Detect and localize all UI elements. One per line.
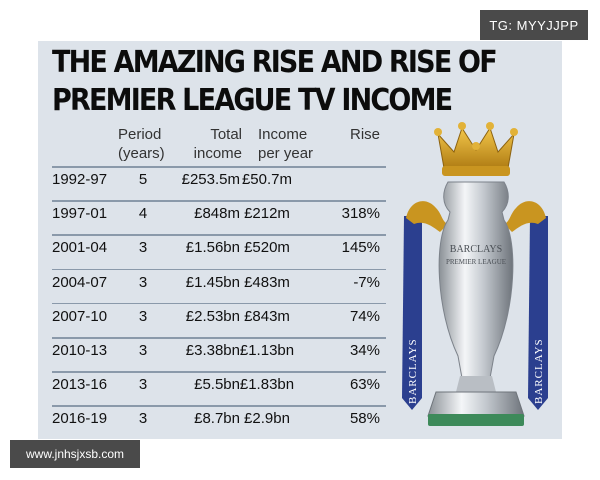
total-income-cell: £8.7bn bbox=[194, 410, 240, 428]
column-header-income-per-year: Income per year bbox=[258, 125, 313, 163]
years-cell: 4 bbox=[138, 205, 148, 223]
trophy-engraving-1: BARCLAYS bbox=[450, 244, 502, 255]
period-cell: 1992-97 bbox=[52, 171, 108, 188]
row-divider bbox=[52, 234, 386, 236]
years-cell: 5 bbox=[138, 171, 148, 188]
total-income-cell: £5.5bn bbox=[194, 376, 240, 394]
total-income-cell: £253.5m bbox=[181, 171, 240, 188]
years-cell: 3 bbox=[138, 273, 148, 291]
income-per-year-cell: £2.9bn bbox=[244, 410, 290, 428]
table-row: 1997-01 4 £848m £212m 318% bbox=[52, 200, 386, 230]
row-divider bbox=[52, 166, 386, 168]
premier-league-trophy-icon: BARCLAYS PREMIER LEAGUE BARCLAYS BARCLAY… bbox=[402, 122, 548, 426]
column-header-peryear-line-1: Income bbox=[258, 126, 308, 143]
period-cell: 2010-13 bbox=[52, 342, 108, 359]
table-row: 2001-04 3 £1.56bn £520m 145% bbox=[52, 234, 386, 264]
trophy-engraving-2: PREMIER LEAGUE bbox=[446, 258, 506, 266]
income-per-year-cell: £212m bbox=[244, 205, 290, 223]
column-header-peryear-line-2: per year bbox=[258, 145, 314, 162]
rise-cell: 34% bbox=[349, 342, 380, 359]
table-row: 2013-16 3 £5.5bn £1.83bn 63% bbox=[52, 371, 386, 401]
years-cell: 3 bbox=[138, 376, 148, 394]
column-header-period-line-1: Period bbox=[118, 126, 162, 143]
total-income-cell: £1.45bn bbox=[185, 273, 240, 291]
column-header-rise: Rise bbox=[350, 126, 381, 143]
rise-cell: 63% bbox=[349, 376, 380, 394]
income-per-year-cell: £1.83bn bbox=[239, 376, 295, 394]
table-row: 2007-10 3 £2.53bn £843m 74% bbox=[52, 302, 386, 333]
years-cell: 3 bbox=[138, 410, 148, 428]
rise-cell: 58% bbox=[349, 410, 380, 428]
column-header-period-line-2: (years) bbox=[118, 145, 165, 162]
rise-cell: -7% bbox=[353, 273, 380, 291]
row-divider bbox=[52, 302, 386, 305]
rise-cell: 318% bbox=[341, 205, 380, 223]
column-header-total-line-2: income bbox=[193, 145, 242, 162]
income-per-year-cell: £843m bbox=[244, 307, 290, 325]
row-divider bbox=[52, 371, 386, 373]
watermark-top: TG: MYYJJPP bbox=[480, 10, 588, 40]
years-cell: 3 bbox=[138, 239, 148, 257]
period-cell: 1997-01 bbox=[52, 205, 108, 223]
row-divider bbox=[52, 200, 386, 202]
period-cell: 2013-16 bbox=[52, 376, 108, 394]
headline: THE AMAZING RISE AND RISE OF PREMIER LEA… bbox=[52, 44, 498, 120]
column-header-period: Period (years) bbox=[118, 125, 165, 163]
income-per-year-cell: £1.13bn bbox=[239, 342, 295, 359]
row-divider bbox=[52, 337, 386, 339]
row-divider bbox=[52, 268, 386, 271]
income-per-year-cell: £50.7m bbox=[241, 171, 293, 188]
table-row: 2016-19 3 £8.7bn £2.9bn 58% bbox=[52, 405, 386, 435]
period-cell: 2001-04 bbox=[52, 239, 108, 257]
period-cell: 2007-10 bbox=[52, 307, 108, 325]
column-header-total-income: Total income bbox=[182, 125, 242, 163]
period-cell: 2004-07 bbox=[52, 273, 108, 291]
table-row: 2004-07 3 £1.45bn £483m -7% bbox=[52, 268, 386, 299]
total-income-cell: £848m bbox=[194, 205, 240, 223]
total-income-cell: £2.53bn bbox=[185, 307, 240, 325]
table-row: 2010-13 3 £3.38bn £1.13bn 34% bbox=[52, 337, 386, 367]
headline-line-2: PREMIER LEAGUE TV INCOME bbox=[52, 83, 453, 118]
row-divider bbox=[52, 405, 386, 407]
headline-line-1: THE AMAZING RISE AND RISE OF bbox=[52, 45, 498, 80]
total-income-cell: £1.56bn bbox=[185, 239, 240, 257]
watermark-bottom: www.jnhsjxsb.com bbox=[10, 440, 140, 468]
years-cell: 3 bbox=[138, 342, 148, 359]
years-cell: 3 bbox=[138, 307, 148, 325]
total-income-cell: £3.38bn bbox=[185, 342, 240, 359]
period-cell: 2016-19 bbox=[52, 410, 108, 428]
ribbon-left-text: BARCLAYS bbox=[407, 338, 419, 404]
rise-cell: 145% bbox=[341, 239, 380, 257]
income-per-year-cell: £483m bbox=[244, 273, 290, 291]
crown-icon bbox=[434, 122, 518, 176]
income-per-year-cell: £520m bbox=[244, 239, 290, 257]
table-row: 1992-97 5 £253.5m £50.7m bbox=[52, 166, 386, 196]
ribbon-right-text: BARCLAYS bbox=[533, 338, 545, 404]
column-header-total-line-1: Total bbox=[210, 126, 242, 143]
rise-cell: 74% bbox=[349, 307, 380, 325]
